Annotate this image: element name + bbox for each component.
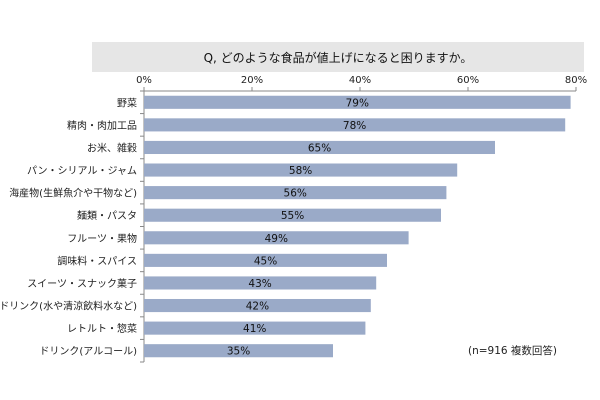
value-label: 35% bbox=[227, 346, 250, 358]
value-label: 45% bbox=[254, 255, 277, 267]
category-label: ドリンク(アルコール) bbox=[39, 346, 137, 358]
category-label: レトルト・惣菜 bbox=[67, 322, 137, 335]
value-label: 65% bbox=[308, 142, 331, 154]
x-tick-label: 20% bbox=[241, 75, 263, 86]
category-label: 調味料・スパイス bbox=[57, 254, 137, 267]
category-label: ドリンク(水や清涼飲料水など) bbox=[0, 300, 137, 313]
bar bbox=[144, 344, 333, 358]
category-label: 精肉・肉加工品 bbox=[67, 119, 137, 132]
category-label: 野菜 bbox=[117, 97, 137, 109]
x-tick-label: 80% bbox=[565, 75, 587, 86]
category-label: スイーツ・スナック菓子 bbox=[27, 278, 137, 290]
bar bbox=[144, 253, 387, 267]
chart-title: Q, どのような食品が値上げになると困りますか。 bbox=[203, 50, 473, 65]
value-label: 58% bbox=[289, 165, 312, 177]
value-label: 79% bbox=[346, 97, 369, 109]
bar bbox=[144, 95, 571, 109]
category-label: 麺類・パスタ bbox=[77, 209, 137, 222]
bar bbox=[144, 163, 458, 177]
bar bbox=[144, 186, 447, 200]
bar bbox=[144, 118, 566, 132]
x-tick-label: 60% bbox=[457, 75, 479, 86]
bar bbox=[144, 276, 377, 290]
category-label: フルーツ・果物 bbox=[67, 232, 137, 245]
x-tick-label: 40% bbox=[349, 75, 371, 86]
bar bbox=[144, 140, 495, 155]
bar bbox=[144, 321, 366, 335]
category-label: 海産物(生鮮魚介や干物など) bbox=[9, 187, 137, 200]
value-label: 56% bbox=[284, 188, 307, 200]
value-label: 49% bbox=[265, 233, 288, 245]
value-label: 78% bbox=[343, 120, 366, 132]
chart-title-box: Q, どのような食品が値上げになると困りますか。 bbox=[92, 42, 584, 72]
value-label: 41% bbox=[243, 323, 266, 335]
sample-note: (n=916 複数回答) bbox=[468, 345, 558, 357]
value-label: 42% bbox=[246, 301, 269, 313]
bar bbox=[144, 298, 371, 313]
category-label: パン・シリアル・ジャム bbox=[27, 165, 137, 177]
bar bbox=[144, 231, 409, 245]
category-label: お米、雑穀 bbox=[87, 141, 137, 154]
value-label: 55% bbox=[281, 210, 304, 222]
x-tick-label: 0% bbox=[136, 75, 152, 86]
value-label: 43% bbox=[248, 278, 271, 290]
bar bbox=[144, 208, 441, 222]
